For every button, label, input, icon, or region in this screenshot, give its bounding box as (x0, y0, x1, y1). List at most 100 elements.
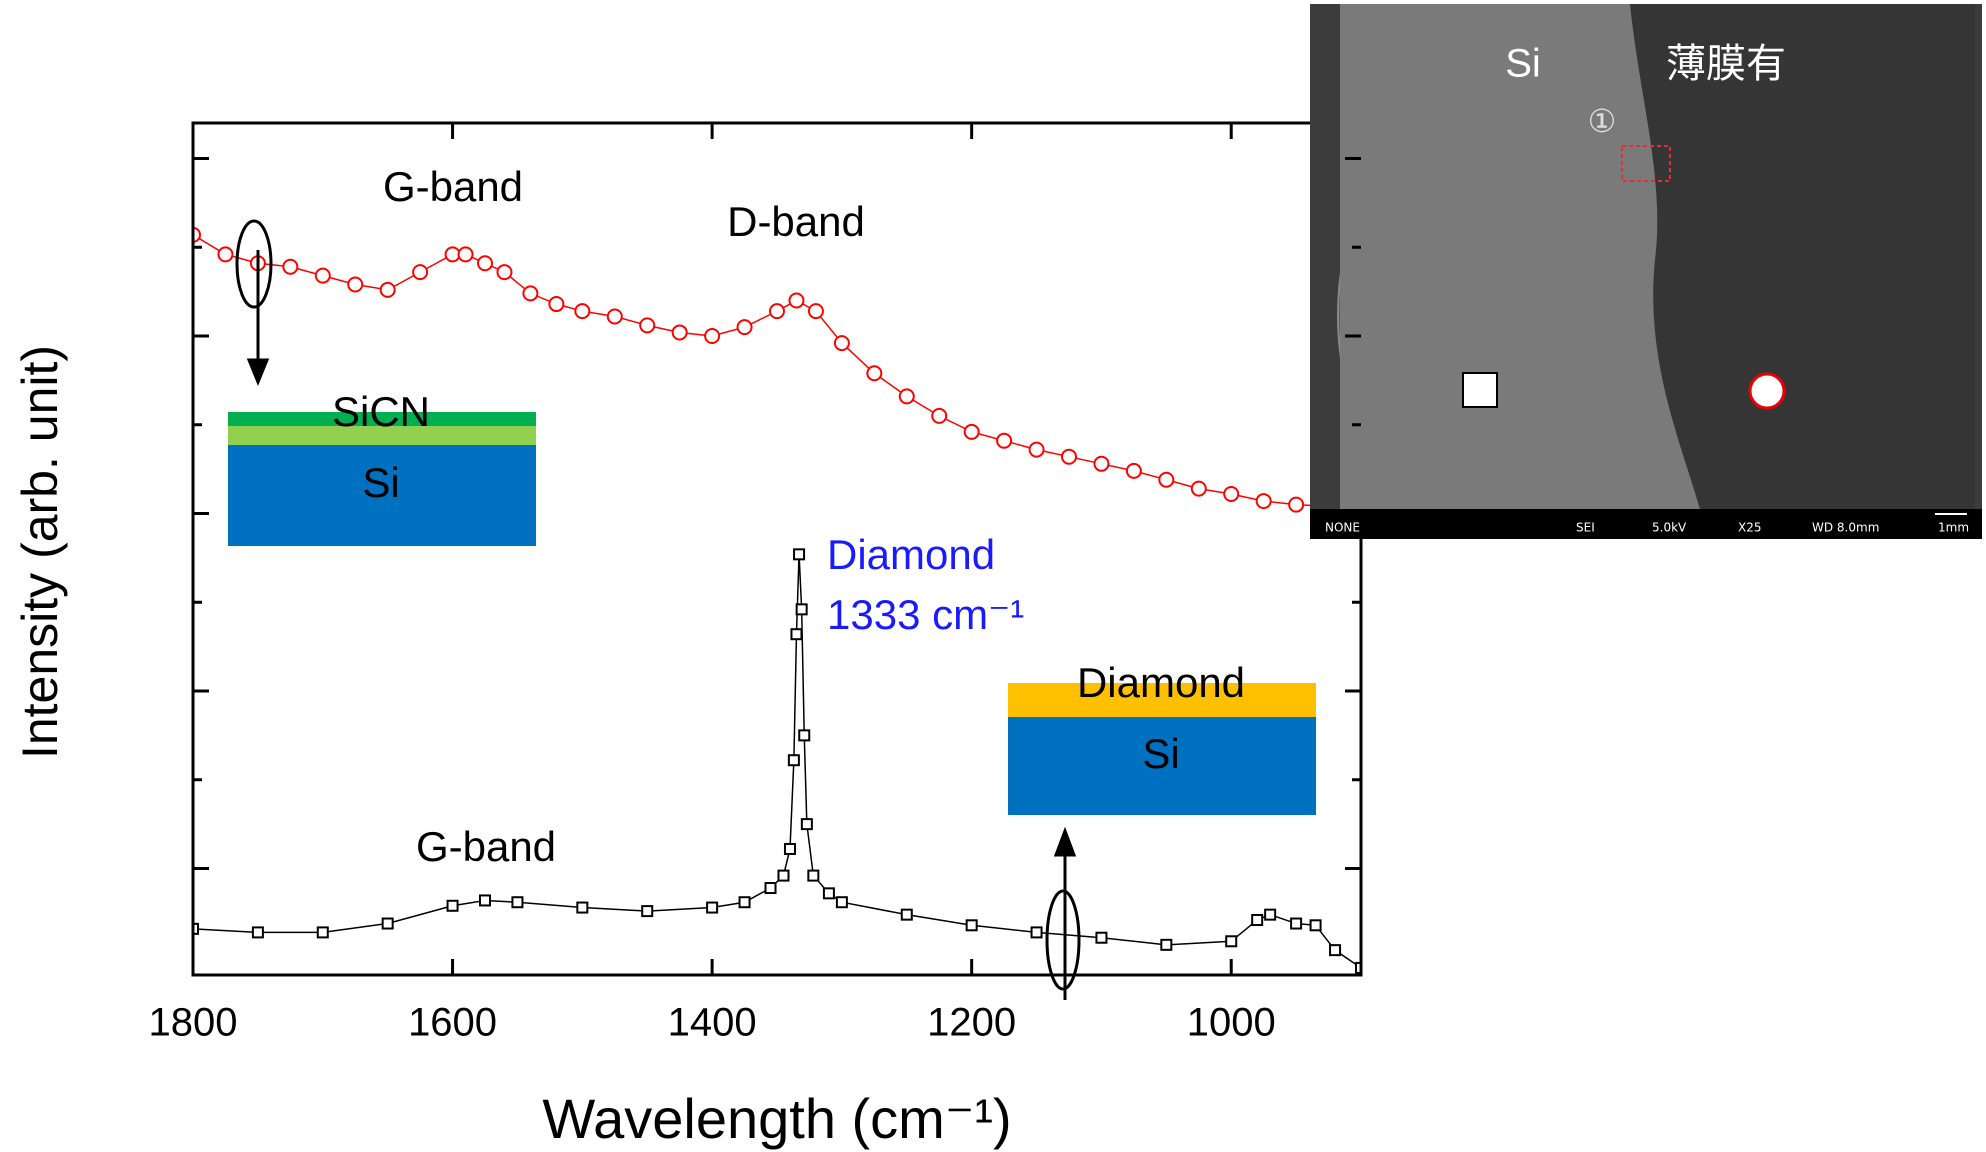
data-point (967, 920, 977, 930)
layer-label: Diamond (1077, 659, 1245, 706)
y-axis-label: Intensity (arb. unit) (12, 345, 68, 759)
x-tick-label: 1200 (927, 1001, 1016, 1045)
data-point (997, 434, 1011, 448)
x-axis-label: Wavelength (cm⁻¹) (542, 1087, 1011, 1150)
status-item: SEI (1576, 521, 1595, 535)
plot-data (186, 228, 1368, 973)
data-point (1094, 457, 1108, 471)
status-item: NONE (1325, 521, 1360, 535)
annotation: Diamond (827, 531, 995, 578)
data-point (809, 304, 823, 318)
data-point (1289, 498, 1303, 512)
chart: Intensity (arb. unit) Wavelength (cm⁻¹) … (0, 0, 1986, 1152)
data-point (808, 871, 818, 881)
data-point (1252, 915, 1262, 925)
data-point (608, 309, 622, 323)
data-point (902, 910, 912, 920)
data-point (965, 425, 979, 439)
sem-label: 薄膜有 (1666, 41, 1786, 87)
data-point (283, 260, 297, 274)
data-point (1226, 936, 1236, 946)
data-point (835, 336, 849, 350)
data-point (523, 286, 537, 300)
data-point (1161, 940, 1171, 950)
data-point (1265, 910, 1275, 920)
data-point (218, 247, 232, 261)
sem-label: ① (1588, 102, 1617, 140)
data-point (480, 895, 490, 905)
x-tick-label: 1400 (668, 1001, 757, 1045)
annotation: 1333 cm⁻¹ (827, 591, 1024, 638)
x-tick-label: 1600 (408, 1001, 497, 1045)
status-item: 1mm (1938, 521, 1969, 535)
data-point (1096, 933, 1106, 943)
data-point (867, 366, 881, 380)
status-item: 5.0kV (1652, 521, 1687, 535)
data-point (253, 927, 263, 937)
data-point (705, 329, 719, 343)
data-point (932, 409, 946, 423)
data-point (794, 549, 804, 559)
sem-label: Si (1505, 42, 1541, 86)
data-point (778, 871, 788, 881)
data-point (448, 901, 458, 911)
data-point (446, 247, 460, 261)
data-point (577, 903, 587, 913)
data-point (1192, 482, 1206, 496)
data-point (1032, 927, 1042, 937)
data-point (1311, 920, 1321, 930)
data-point (1159, 473, 1173, 487)
data-point (673, 325, 687, 339)
data-point (640, 318, 654, 332)
data-point (789, 755, 799, 765)
data-point (1330, 945, 1340, 955)
data-point (575, 304, 589, 318)
layer-label: Si (362, 459, 399, 506)
page: {"chart_data": {"type": "scatter", "x_la… (0, 0, 1986, 1152)
data-point (900, 389, 914, 403)
data-point (766, 883, 776, 893)
data-point (799, 730, 809, 740)
data-point (797, 604, 807, 614)
data-point (1291, 919, 1301, 929)
layer-label: Si (1142, 730, 1179, 777)
data-point (478, 256, 492, 270)
plot-frame (193, 123, 1361, 975)
annotation: G-band (416, 823, 556, 870)
data-point (1127, 464, 1141, 478)
data-point (707, 903, 717, 913)
data-point (512, 897, 522, 907)
x-tick-label: 1800 (149, 1001, 238, 1045)
data-point (316, 269, 330, 283)
data-point (770, 304, 784, 318)
data-point (738, 320, 752, 334)
data-point (837, 897, 847, 907)
data-point (348, 278, 362, 292)
status-item: X25 (1738, 521, 1762, 535)
data-point (381, 283, 395, 297)
annotation: G-band (383, 163, 523, 210)
data-point (789, 294, 803, 308)
sem-image: Si 薄膜有 ① NONE SEI 5.0kV X25 WD 8.0mm 1mm (1310, 3, 1982, 627)
data-point (549, 297, 563, 311)
data-point (413, 265, 427, 279)
data-point (1030, 443, 1044, 457)
x-tick-label: 1000 (1187, 1001, 1276, 1045)
layer-label: SiCN (332, 388, 430, 435)
data-point (642, 906, 652, 916)
data-point (1224, 487, 1238, 501)
data-point (785, 844, 795, 854)
data-point (318, 927, 328, 937)
arrow (237, 221, 271, 382)
data-point (497, 265, 511, 279)
data-point (383, 919, 393, 929)
annotation: D-band (727, 198, 865, 245)
data-point (791, 629, 801, 639)
data-point (824, 888, 834, 898)
data-point (740, 897, 750, 907)
data-point (459, 247, 473, 261)
status-item: WD 8.0mm (1812, 521, 1879, 535)
data-point (1062, 450, 1076, 464)
data-point (802, 819, 812, 829)
data-point (1257, 494, 1271, 508)
